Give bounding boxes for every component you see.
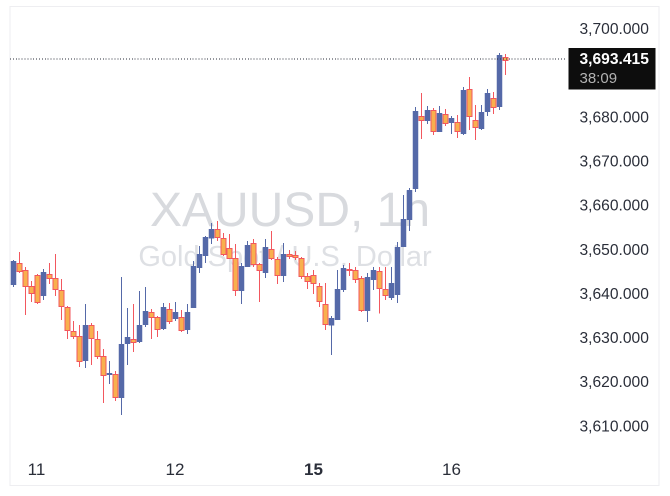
- svg-text:12: 12: [166, 460, 185, 479]
- svg-text:3,650.000: 3,650.000: [580, 242, 650, 259]
- svg-text:3,620.000: 3,620.000: [580, 374, 650, 391]
- svg-text:3,610.000: 3,610.000: [580, 418, 650, 435]
- svg-text:15: 15: [304, 460, 323, 479]
- svg-text:XAUUSD, 1h: XAUUSD, 1h: [150, 184, 430, 237]
- svg-text:3,670.000: 3,670.000: [580, 153, 650, 170]
- svg-text:38:09: 38:09: [580, 70, 618, 87]
- svg-text:3,640.000: 3,640.000: [580, 286, 650, 303]
- svg-text:11: 11: [28, 460, 46, 479]
- svg-text:3,660.000: 3,660.000: [580, 198, 650, 215]
- svg-text:3,693.415: 3,693.415: [580, 51, 650, 68]
- svg-text:16: 16: [442, 460, 461, 479]
- svg-text:3,630.000: 3,630.000: [580, 330, 650, 347]
- svg-text:3,700.000: 3,700.000: [580, 21, 650, 38]
- svg-text:3,680.000: 3,680.000: [580, 109, 650, 126]
